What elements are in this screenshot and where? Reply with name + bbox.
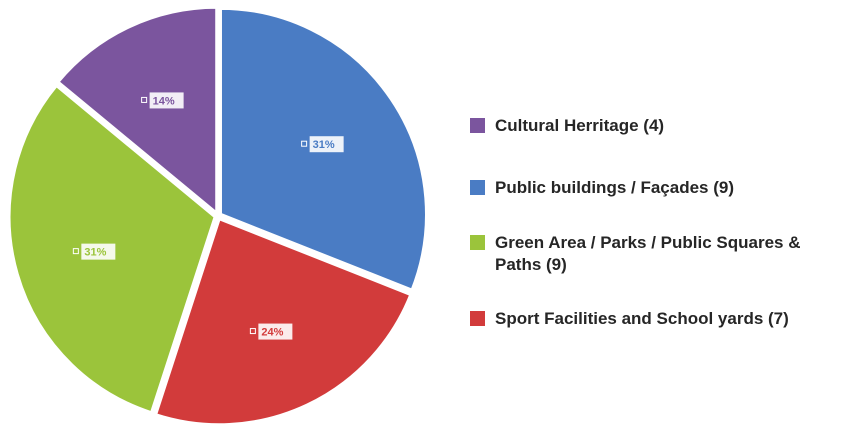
value-label: 31% (84, 247, 106, 259)
legend-swatch (470, 311, 485, 326)
chart: 14% 31% 24% 31% (7, 5, 428, 427)
label-box (149, 92, 184, 109)
legend-label: Sport Facilities and School yards (7) (495, 309, 789, 328)
label-box (258, 323, 293, 340)
legend-label: Green Area / Parks / Public Squares & Pa… (495, 233, 801, 274)
legend-item: Green Area / Parks / Public Squares & Pa… (470, 232, 850, 276)
pie-slice (153, 216, 413, 427)
legend-item: Cultural Herritage (4) (470, 115, 850, 137)
legend-item: Sport Facilities and School yards (7) (470, 308, 850, 330)
label-box (309, 136, 344, 153)
value-label: 14% (153, 95, 175, 107)
label-key (141, 96, 148, 103)
value-label: 24% (261, 326, 283, 338)
legend-item: Public buildings / Façades (9) (470, 177, 850, 199)
legend-swatch (470, 180, 485, 195)
legend-swatch (470, 118, 485, 133)
legend-label: Public buildings / Façades (9) (495, 178, 734, 197)
legend-label: Cultural Herritage (4) (495, 116, 665, 135)
label-key (249, 328, 256, 335)
legend-swatch (470, 235, 485, 250)
label-key (72, 248, 79, 255)
pie-slice (55, 5, 219, 217)
value-label: 31% (313, 139, 335, 151)
label-box (81, 243, 116, 260)
label-key (301, 140, 308, 147)
